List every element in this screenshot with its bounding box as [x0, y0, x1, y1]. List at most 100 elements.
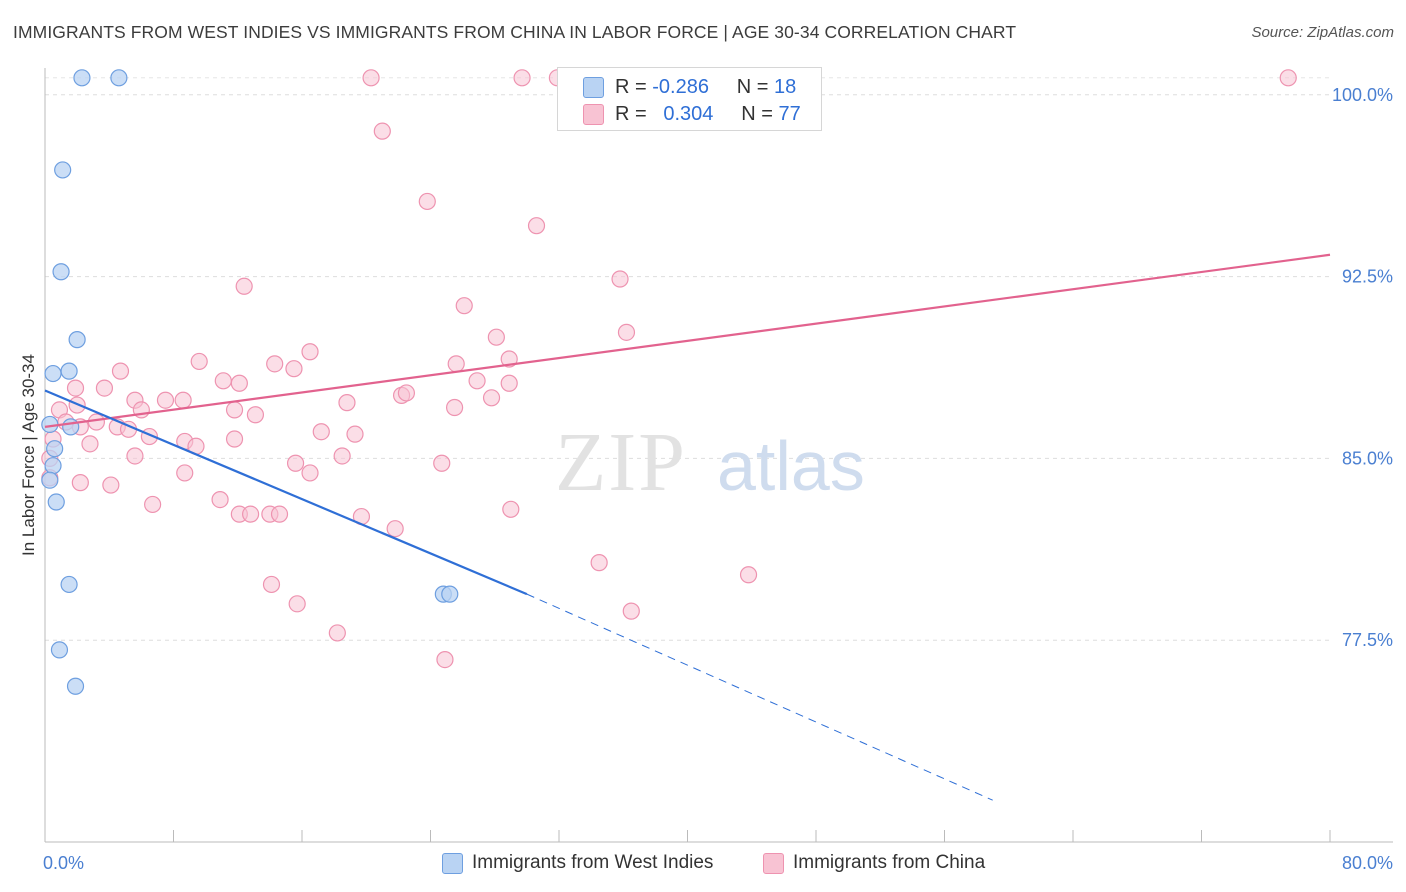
china-point — [66, 379, 85, 397]
legend-r-value: -0.286 — [652, 76, 709, 98]
west-indies-point — [441, 585, 459, 603]
china-point — [386, 520, 404, 538]
y-axis-label: In Labor Force | Age 30-34 — [19, 354, 38, 556]
china-point — [246, 406, 265, 424]
china-point — [262, 575, 281, 594]
china-point — [333, 447, 351, 465]
china-point — [174, 391, 192, 409]
china-point — [312, 423, 330, 441]
china-point — [611, 270, 629, 288]
west-indies-point — [46, 440, 64, 458]
china-point — [502, 500, 520, 518]
tick-labels: 77.5% 85.0% 92.5% 100.0% 0.0% 80.0% — [43, 85, 1393, 873]
china-point — [617, 323, 636, 341]
china-point — [328, 624, 346, 642]
china-point — [500, 374, 518, 392]
china-point — [190, 352, 208, 371]
west-indies-point — [68, 331, 86, 349]
china-point — [500, 350, 518, 368]
china-point — [286, 454, 305, 472]
china-point — [266, 355, 284, 373]
west-indies-point — [73, 69, 91, 87]
china-point — [156, 391, 175, 409]
west-indies-point — [44, 457, 62, 475]
legend-r-value: 0.304 — [663, 103, 714, 125]
china-point — [468, 372, 486, 390]
series-swatch-west-indies — [442, 853, 463, 874]
china-point — [214, 372, 232, 390]
china-point — [111, 362, 130, 380]
y-tick-label: 77.5% — [1342, 630, 1393, 650]
china-point — [1279, 69, 1297, 87]
west-indies-point — [44, 364, 62, 383]
china-point — [285, 360, 303, 378]
china-point — [225, 430, 244, 448]
y-tick-label: 85.0% — [1342, 448, 1393, 468]
china-point — [225, 401, 244, 419]
china-point — [71, 474, 89, 492]
china-point — [445, 398, 464, 417]
china-point — [433, 454, 451, 472]
west-indies-point — [47, 493, 65, 511]
west-indies-point — [50, 641, 69, 659]
china-point — [397, 384, 416, 402]
watermark-zip: ZIP — [555, 416, 687, 509]
china-point — [739, 566, 758, 584]
china-point — [87, 413, 106, 431]
china-point — [513, 69, 531, 87]
china-point — [235, 277, 253, 295]
legend-r-label: R = — [615, 103, 647, 125]
china-point — [346, 425, 364, 443]
legend-n-value: 18 — [774, 76, 797, 98]
gridlines — [45, 77, 1330, 641]
y-tick-label: 92.5% — [1342, 267, 1393, 287]
china-point — [176, 464, 194, 482]
chart-title: IMMIGRANTS FROM WEST INDIES VS IMMIGRANT… — [13, 22, 1017, 42]
x-tick-label: 80.0% — [1342, 853, 1393, 873]
west-indies-point — [110, 69, 128, 87]
source-credit: Source: ZipAtlas.com — [1251, 24, 1394, 41]
china-point — [81, 435, 99, 453]
china-point — [270, 505, 289, 523]
west-indies-point — [60, 575, 78, 594]
legend-swatch-west-indies — [583, 77, 604, 98]
china-point — [230, 374, 248, 392]
china-point — [144, 495, 162, 514]
series-west-indies-points — [41, 69, 459, 695]
west-indies-point — [60, 362, 78, 380]
west-indies-point — [54, 161, 72, 179]
china-point — [418, 192, 436, 211]
watermark-atlas: atlas — [717, 427, 865, 505]
watermark: ZIP atlas — [555, 416, 865, 509]
china-point — [288, 595, 306, 613]
series-label-china: Immigrants from China — [793, 852, 986, 873]
west-indies-point — [62, 418, 80, 436]
legend-n-label: N = — [741, 103, 773, 125]
china-point — [301, 464, 319, 482]
legend-box: R = -0.286 N = 18 R = 0.304 N = 77 — [557, 67, 822, 131]
china-point — [242, 505, 260, 523]
series-china-points — [41, 69, 1297, 669]
series-legend: Immigrants from West Indies Immigrants f… — [0, 852, 1406, 878]
series-swatch-china — [763, 853, 784, 874]
legend-n-label: N = — [736, 76, 769, 98]
china-point — [436, 650, 454, 669]
series-label-west-indies: Immigrants from West Indies — [472, 852, 714, 873]
china-point — [527, 217, 546, 235]
china-point — [373, 122, 391, 140]
china-point — [211, 491, 229, 509]
west-indies-trend-extension — [526, 593, 993, 801]
x-tick-label: 0.0% — [43, 853, 84, 873]
china-point — [482, 389, 501, 407]
legend-swatch-china — [583, 104, 604, 125]
west-indies-point — [41, 471, 59, 489]
china-point — [362, 69, 380, 87]
trend-lines — [44, 253, 1331, 801]
china-point — [126, 447, 144, 465]
legend-r-label: R = — [615, 76, 647, 98]
legend-n-value: 77 — [778, 103, 801, 125]
west-indies-point — [66, 677, 85, 695]
china-point — [95, 379, 114, 397]
china-trend-line — [44, 253, 1331, 428]
